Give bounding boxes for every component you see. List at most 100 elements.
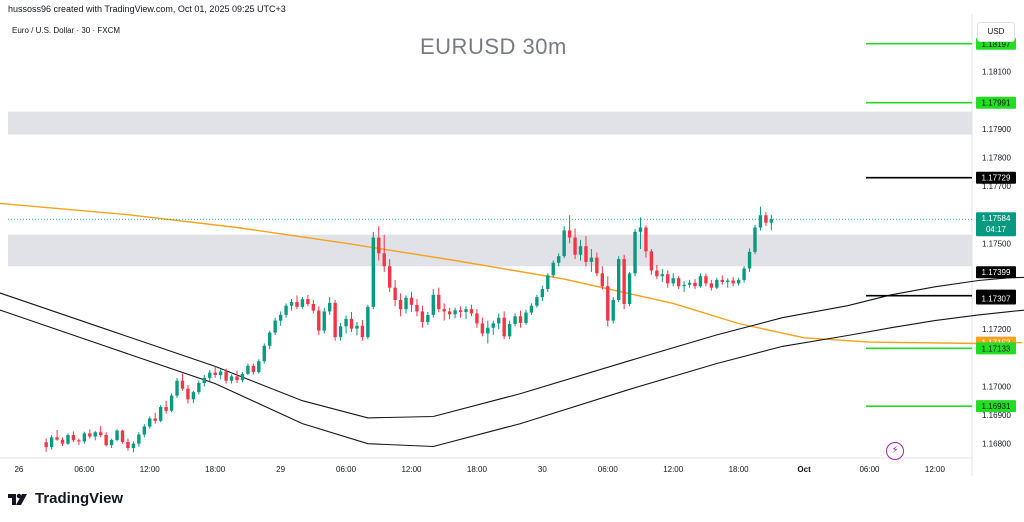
candle-body bbox=[306, 299, 310, 304]
candle-body bbox=[126, 441, 130, 448]
candle-body bbox=[88, 433, 92, 437]
candle-body bbox=[55, 437, 59, 440]
candle-body bbox=[240, 373, 245, 381]
candle-body bbox=[328, 302, 332, 312]
candle-body bbox=[142, 426, 147, 435]
brand-logo[interactable]: TradingView bbox=[8, 490, 123, 507]
x-tick-label: 12:00 bbox=[925, 465, 946, 474]
candle-body bbox=[518, 316, 523, 323]
candle-body bbox=[148, 418, 152, 427]
candle-body bbox=[180, 380, 185, 389]
candle-body bbox=[551, 262, 555, 276]
candle-body bbox=[660, 274, 664, 277]
y-tick-label: 1.18100 bbox=[982, 68, 1011, 77]
x-tick-label: 26 bbox=[14, 465, 23, 474]
price-tag bbox=[976, 342, 1016, 355]
price-tag-label: 1.18197 bbox=[982, 40, 1011, 49]
candle-body bbox=[355, 325, 359, 329]
y-tick-label: 1.16800 bbox=[982, 440, 1011, 449]
currency-button[interactable]: USD bbox=[977, 22, 1015, 42]
candle-body bbox=[251, 365, 256, 373]
candle-body bbox=[709, 283, 714, 288]
candle-body bbox=[606, 286, 610, 321]
candle-body bbox=[71, 435, 76, 441]
candle-body bbox=[458, 310, 463, 312]
tradingview-logo-icon bbox=[8, 493, 27, 505]
x-tick-label: 18:00 bbox=[205, 465, 226, 474]
x-tick-label: 06:00 bbox=[74, 465, 95, 474]
candle-body bbox=[491, 323, 495, 328]
candle-body bbox=[666, 274, 670, 284]
price-tag bbox=[976, 171, 1016, 184]
price-levels bbox=[8, 42, 972, 407]
candle-body bbox=[109, 439, 114, 446]
candle-body bbox=[447, 311, 452, 315]
last-price-tag bbox=[976, 212, 1016, 237]
countdown-label: 04:17 bbox=[986, 225, 1007, 234]
candle-body bbox=[769, 219, 774, 223]
price-tag bbox=[976, 96, 1016, 109]
candle-body bbox=[371, 237, 376, 307]
candle-body bbox=[289, 301, 294, 306]
x-tick-label: 06:00 bbox=[336, 465, 357, 474]
last-price-label: 1.17584 bbox=[982, 214, 1011, 223]
candle-body bbox=[158, 407, 163, 421]
candle-body bbox=[627, 273, 632, 304]
lightning-icon[interactable]: ⚡ bbox=[886, 442, 904, 460]
candle-body bbox=[377, 237, 381, 254]
candle-body bbox=[687, 282, 692, 285]
candle-body bbox=[507, 324, 512, 337]
candle-body bbox=[638, 227, 643, 232]
candle-body bbox=[257, 361, 261, 373]
candle-body bbox=[284, 305, 288, 315]
x-tick-label: 12:00 bbox=[401, 465, 422, 474]
candle-body bbox=[344, 318, 348, 327]
candle-body bbox=[557, 256, 561, 263]
x-tick-label: Oct bbox=[797, 465, 811, 474]
credit-text: hussoss96 created with TradingView.com, … bbox=[8, 4, 286, 14]
candle-body bbox=[600, 273, 605, 287]
candle-body bbox=[213, 372, 217, 375]
candle-body bbox=[366, 306, 370, 338]
y-tick-label: 1.17800 bbox=[982, 153, 1011, 162]
candle-body bbox=[49, 437, 54, 448]
candle-body bbox=[295, 301, 299, 307]
candle-body bbox=[197, 382, 201, 393]
candle-body bbox=[164, 407, 168, 411]
candle-body bbox=[742, 268, 746, 280]
y-tick-label: 1.17500 bbox=[982, 239, 1011, 248]
candle-body bbox=[77, 440, 81, 442]
zone-rect bbox=[8, 234, 972, 267]
candle-body bbox=[409, 297, 414, 305]
x-tick-label: 12:00 bbox=[663, 465, 684, 474]
axes: 1.16800 1.16900 1.17000 1.17200 1.17500 1.177… bbox=[14, 37, 1016, 474]
candle-body bbox=[649, 251, 654, 271]
candle-body bbox=[229, 376, 234, 381]
candle-body bbox=[616, 259, 621, 300]
candle-body bbox=[573, 237, 577, 255]
candle-body bbox=[218, 371, 223, 375]
x-tick-label: 12:00 bbox=[140, 465, 161, 474]
candle-body bbox=[104, 435, 108, 446]
candle-body bbox=[398, 299, 403, 310]
x-tick-label: 06:00 bbox=[859, 465, 880, 474]
x-tick-label: 06:00 bbox=[598, 465, 619, 474]
supply-demand-zones bbox=[8, 111, 972, 267]
x-tick-label: 18:00 bbox=[729, 465, 750, 474]
price-tag-label: 1.17307 bbox=[982, 295, 1011, 304]
candle-body bbox=[502, 317, 506, 337]
candle-body bbox=[322, 311, 326, 331]
candle-body bbox=[622, 259, 626, 304]
candle-body bbox=[469, 309, 474, 314]
candle-body bbox=[382, 253, 386, 267]
candle-body bbox=[693, 282, 697, 287]
x-tick-label: 30 bbox=[538, 465, 547, 474]
candle-body bbox=[208, 372, 212, 378]
x-tick-label: 29 bbox=[276, 465, 285, 474]
y-tick-label: 1.17000 bbox=[982, 382, 1011, 391]
candles bbox=[44, 206, 774, 453]
candle-body bbox=[262, 345, 266, 362]
candle-body bbox=[524, 312, 528, 323]
price-tag bbox=[976, 266, 1016, 279]
